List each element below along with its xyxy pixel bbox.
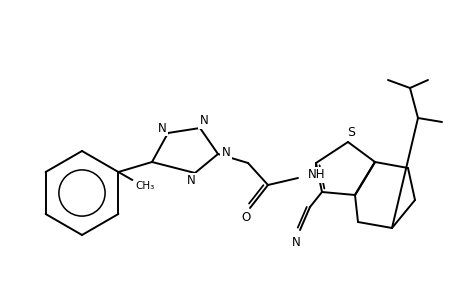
Text: S: S [346,125,354,139]
Text: N: N [186,175,195,188]
Text: N: N [157,122,166,134]
Text: O: O [241,212,250,224]
Text: CH₃: CH₃ [135,181,154,191]
Text: N: N [291,236,300,250]
Text: NH: NH [308,169,325,182]
Text: N: N [199,115,208,128]
Text: N: N [221,146,230,158]
